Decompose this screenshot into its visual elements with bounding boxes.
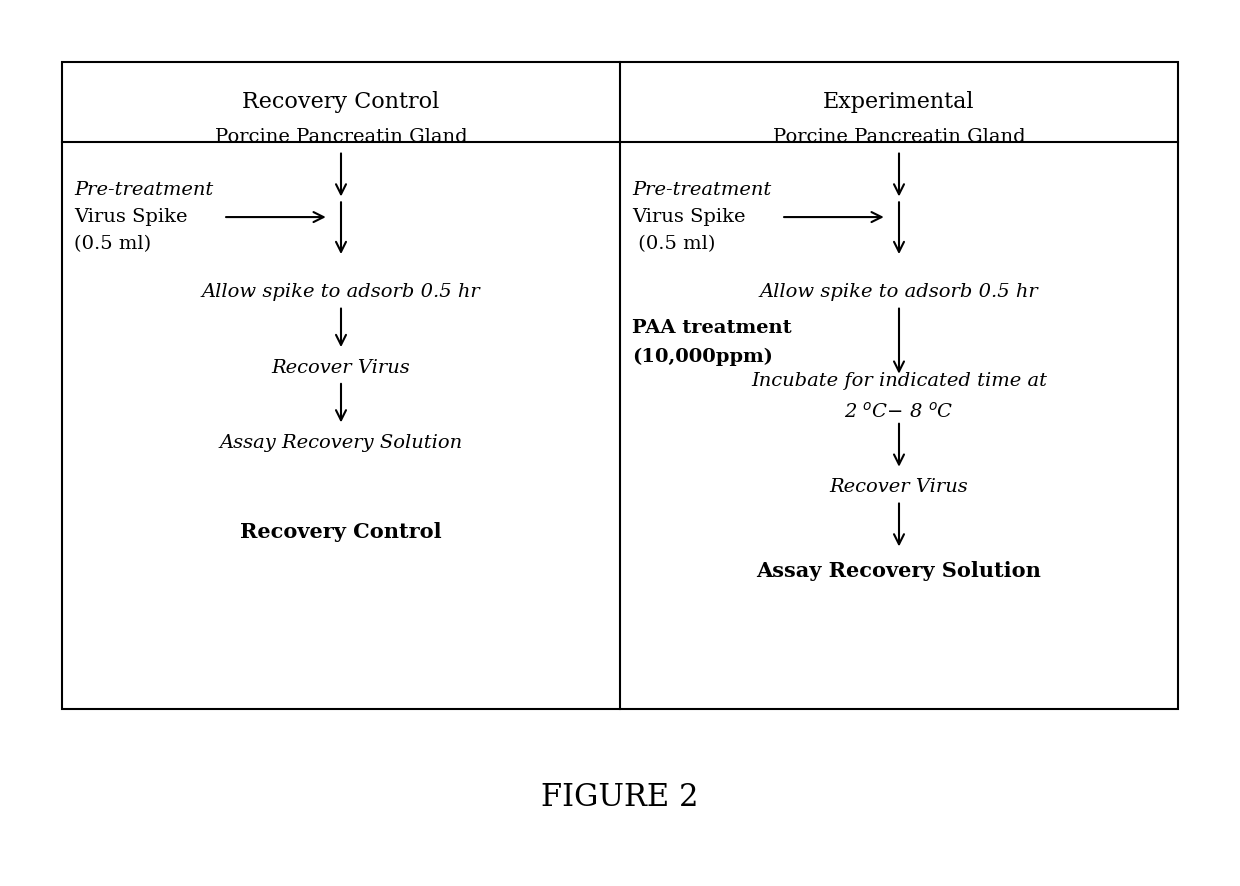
Text: Porcine Pancreatin Gland: Porcine Pancreatin Gland (215, 128, 467, 146)
Text: Recovery Control: Recovery Control (242, 91, 440, 113)
Text: Porcine Pancreatin Gland: Porcine Pancreatin Gland (773, 128, 1025, 146)
Text: Recovery Control: Recovery Control (241, 522, 441, 541)
Text: Experimental: Experimental (823, 91, 975, 113)
Text: Allow spike to adsorb 0.5 hr: Allow spike to adsorb 0.5 hr (202, 284, 480, 301)
FancyBboxPatch shape (62, 62, 1178, 709)
Text: (0.5 ml): (0.5 ml) (74, 235, 151, 253)
Text: Recover Virus: Recover Virus (830, 478, 968, 496)
Text: PAA treatment: PAA treatment (632, 319, 792, 337)
Text: Recover Virus: Recover Virus (272, 359, 410, 377)
Text: 2 $^o$C$-$ 8 $^o$C: 2 $^o$C$-$ 8 $^o$C (844, 402, 954, 422)
Text: Assay Recovery Solution: Assay Recovery Solution (219, 434, 463, 452)
Text: Incubate for indicated time at: Incubate for indicated time at (751, 372, 1047, 390)
Text: Allow spike to adsorb 0.5 hr: Allow spike to adsorb 0.5 hr (760, 284, 1038, 301)
Text: (10,000ppm): (10,000ppm) (632, 348, 774, 366)
Text: (0.5 ml): (0.5 ml) (632, 235, 715, 253)
Text: Pre-treatment: Pre-treatment (74, 182, 213, 199)
Text: FIGURE 2: FIGURE 2 (541, 782, 699, 812)
Text: Virus Spike: Virus Spike (74, 208, 188, 226)
Text: Assay Recovery Solution: Assay Recovery Solution (756, 562, 1042, 581)
Text: Pre-treatment: Pre-treatment (632, 182, 771, 199)
Text: Virus Spike: Virus Spike (632, 208, 746, 226)
